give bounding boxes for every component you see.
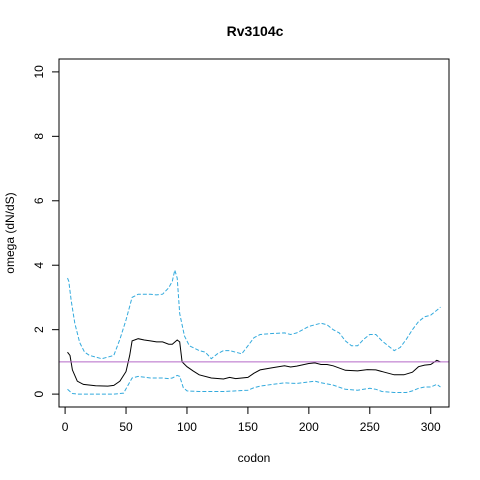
x-tick-label: 300 bbox=[421, 420, 441, 434]
x-tick-label: 0 bbox=[62, 420, 69, 434]
plot-frame bbox=[58, 58, 450, 408]
x-tick-label: 250 bbox=[360, 420, 380, 434]
y-tick-label: 6 bbox=[32, 197, 46, 204]
y-tick-label: 8 bbox=[32, 133, 46, 140]
x-axis: 0 50 100 150 200 250 300 bbox=[62, 406, 441, 434]
y-tick-label: 4 bbox=[32, 262, 46, 269]
y-axis: 0 2 4 6 8 10 bbox=[32, 65, 60, 397]
series-line-upper bbox=[67, 268, 441, 360]
y-tick-label: 0 bbox=[32, 390, 46, 397]
y-axis-label: omega (dN/dS) bbox=[3, 192, 17, 273]
x-axis-label: codon bbox=[238, 451, 271, 465]
x-tick-label: 200 bbox=[299, 420, 319, 434]
y-tick-label: 10 bbox=[32, 65, 46, 79]
x-tick-label: 50 bbox=[119, 420, 133, 434]
y-tick-label: 2 bbox=[32, 326, 46, 333]
x-tick-label: 150 bbox=[238, 420, 258, 434]
series-layer bbox=[67, 268, 441, 395]
series-line-estimate bbox=[67, 338, 441, 387]
series-line-lower bbox=[67, 374, 441, 395]
x-tick-label: 100 bbox=[177, 420, 197, 434]
chart-title: Rv3104c bbox=[227, 23, 284, 39]
